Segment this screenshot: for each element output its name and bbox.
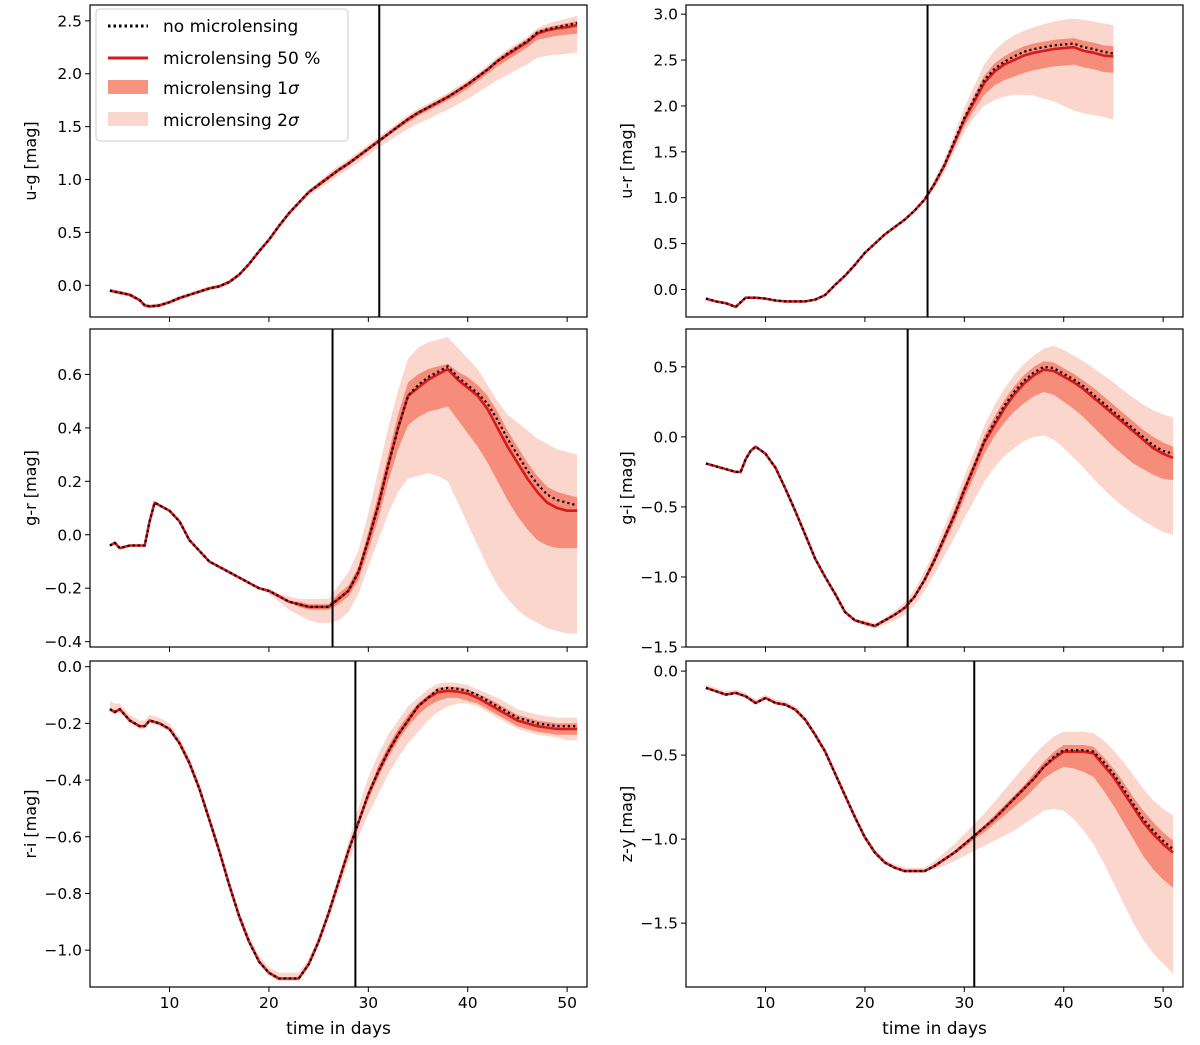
plot-area [109, 5, 578, 317]
x-tick-label: 10 [756, 994, 776, 1012]
axes-frame [89, 4, 588, 318]
panel-z-y: 10 20 30 40 50 −1.5 −1.0 −0.5 0.0 z-y [mag] time i… [617, 660, 1184, 1039]
legend-label-2sigma-symbol: σ [288, 111, 300, 131]
x-axis-label: time in days [882, 1019, 987, 1039]
y-tick-label: 1.5 [653, 143, 678, 161]
x-tick-label: 40 [1054, 994, 1074, 1012]
y-tick-label: 3.0 [653, 6, 678, 24]
x-tick-label: 50 [557, 994, 577, 1012]
y-tick-label: −1.5 [640, 639, 678, 657]
y-tick-label: −1.5 [640, 915, 678, 933]
legend-label-1sigma-text: microlensing 1 [163, 79, 288, 99]
y-tick-label: 0.5 [653, 235, 678, 253]
y-tick-label: 0.2 [57, 473, 82, 491]
y-tick-label: 2.5 [57, 12, 82, 30]
y-tick-label: 0.0 [57, 526, 82, 544]
y-tick-label: −0.6 [44, 828, 82, 846]
y-tick-label: 2.0 [57, 65, 82, 83]
panel-g-i: −1.5 −1.0 −0.5 0.0 0.5 g-i [mag] [617, 328, 1184, 657]
plot-area [705, 329, 1174, 647]
y-axis-label: g-r [mag] [21, 450, 40, 526]
axes-frame [685, 4, 1184, 318]
legend-label-2sigma: microlensing 2σ [163, 111, 300, 131]
panel-r-i: 10 20 30 40 50 −1.0 −0.8 −0.6 −0.4 −0.2 0.0 r-i [ma… [21, 658, 588, 1039]
plot-area [109, 661, 578, 987]
legend: no microlensing microlensing 50 % microl… [95, 8, 349, 142]
y-tick-label: 1.0 [57, 171, 82, 189]
y-tick-label: −0.5 [640, 498, 678, 516]
y-axis-label: u-r [mag] [617, 123, 636, 199]
no-microlensing-line [705, 42, 1114, 309]
panel-g-r: −0.4 −0.2 0.0 0.2 0.4 0.6 g-r [mag] [21, 328, 588, 652]
plot-area [109, 329, 578, 647]
no-microlensing-line [705, 686, 1174, 873]
y-tick-label: 1.0 [653, 189, 678, 207]
y-tick-label: −1.0 [640, 831, 678, 849]
median-line [109, 367, 578, 609]
y-axis-label: u-g [mag] [21, 121, 40, 200]
y-axis-label: z-y [mag] [617, 786, 636, 862]
x-tick-label: 30 [358, 994, 378, 1012]
legend-swatch-1sigma [108, 80, 148, 94]
y-tick-label: 0.0 [57, 277, 82, 295]
x-tick-label: 50 [1153, 994, 1173, 1012]
axes-frame [89, 328, 588, 648]
legend-swatch-2sigma [108, 112, 148, 126]
axes-frame [685, 328, 1184, 648]
no-microlensing-line [705, 365, 1174, 628]
y-tick-label: 0.5 [653, 358, 678, 376]
x-tick-label: 30 [954, 994, 974, 1012]
median-line [109, 689, 578, 980]
y-tick-label: 0.4 [57, 419, 82, 437]
y-tick-label: 2.5 [653, 52, 678, 70]
y-tick-label: −1.0 [640, 568, 678, 586]
no-microlensing-line [109, 686, 578, 980]
y-tick-label: −1.0 [44, 942, 82, 960]
legend-label-microlensing-50: microlensing 50 % [163, 49, 320, 69]
plot-area [705, 5, 1114, 317]
band-1sigma [109, 20, 578, 308]
axes-frame [685, 660, 1184, 988]
y-tick-label: −0.5 [640, 747, 678, 765]
y-tick-label: 0.0 [653, 428, 678, 446]
panel-u-r: 0.0 0.5 1.0 1.5 2.0 2.5 3.0 u-r [mag] [617, 4, 1184, 322]
axes-frame [89, 660, 588, 988]
legend-label-no-microlensing: no microlensing [163, 17, 298, 37]
x-axis-label: time in days [286, 1019, 391, 1039]
y-axis-label: r-i [mag] [21, 790, 40, 859]
y-tick-label: 1.5 [57, 118, 82, 136]
y-tick-label: 0.0 [653, 281, 678, 299]
x-tick-label: 10 [160, 994, 180, 1012]
x-tick-label: 40 [458, 994, 478, 1012]
y-tick-label: −0.4 [44, 633, 82, 651]
legend-frame [95, 8, 349, 142]
y-tick-label: −0.2 [44, 715, 82, 733]
legend-label-1sigma: microlensing 1σ [163, 79, 300, 99]
y-tick-label: 0.0 [653, 663, 678, 681]
y-axis-label: g-i [mag] [617, 451, 636, 525]
y-tick-label: 0.6 [57, 366, 82, 384]
plot-area [705, 661, 1174, 987]
legend-label-2sigma-text: microlensing 2 [163, 111, 288, 131]
band-2sigma [705, 345, 1174, 629]
median-line [109, 23, 578, 308]
legend-label-1sigma-symbol: σ [288, 79, 300, 99]
y-tick-label: 2.0 [653, 97, 678, 115]
panel-u-g: 0.0 0.5 1.0 1.5 2.0 2.5 u-g [mag] [21, 4, 588, 322]
y-tick-label: −0.2 [44, 580, 82, 598]
y-tick-label: 0.0 [57, 658, 82, 676]
x-tick-label: 20 [855, 994, 875, 1012]
x-tick-label: 20 [259, 994, 279, 1012]
band-2sigma [705, 18, 1114, 307]
no-microlensing-line [109, 365, 578, 609]
y-tick-label: 0.5 [57, 224, 82, 242]
y-tick-label: −0.4 [44, 772, 82, 790]
y-tick-label: −0.8 [44, 885, 82, 903]
